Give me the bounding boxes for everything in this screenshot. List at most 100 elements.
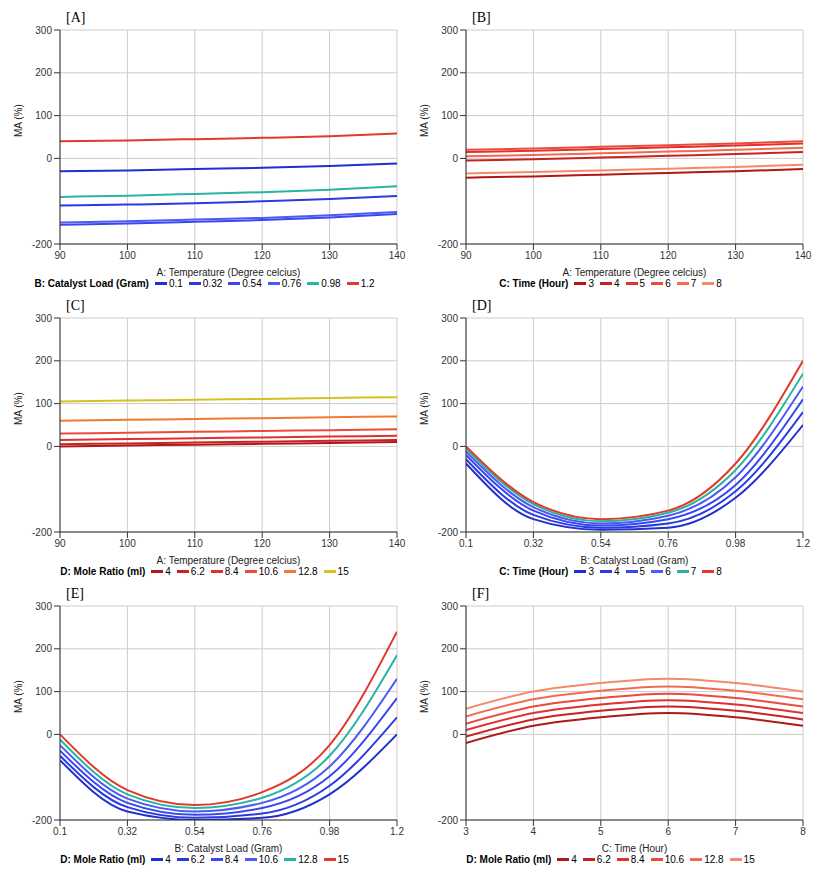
svg-text:0: 0: [46, 441, 52, 452]
svg-text:-200: -200: [32, 239, 52, 250]
svg-text:0.98: 0.98: [726, 538, 746, 549]
html-text:[E]: [E]: [66, 586, 84, 601]
svg-text:120: 120: [254, 250, 271, 261]
svg-text:110: 110: [593, 250, 609, 261]
svg-text:3: 3: [463, 826, 469, 837]
svg-text:140: 140: [389, 538, 406, 549]
svg-text:-200: -200: [438, 239, 458, 250]
html-text:10.6: 10.6: [258, 566, 279, 577]
svg-text:0.54: 0.54: [591, 538, 611, 549]
svg-text:-200: -200: [32, 527, 52, 538]
svg-text:MA (%): MA (%): [13, 392, 24, 425]
html-text:1.2: 1.2: [360, 278, 375, 289]
svg-text:300: 300: [35, 25, 52, 36]
svg-text:120: 120: [660, 250, 677, 261]
svg-text:100: 100: [441, 686, 458, 697]
svg-text:A: Temperature (Degree celcius: A: Temperature (Degree celcius): [563, 267, 707, 278]
svg-text:200: 200: [441, 67, 458, 78]
html-text:D: Mole Ratio (ml): D: Mole Ratio (ml): [60, 566, 146, 577]
html-text:12.8: 12.8: [298, 566, 318, 577]
svg-text:140: 140: [389, 250, 406, 261]
svg-text:0: 0: [46, 153, 52, 164]
svg-text:130: 130: [727, 250, 744, 261]
svg-text:200: 200: [441, 643, 458, 654]
html-text:6.2: 6.2: [190, 566, 205, 577]
svg-text:-200: -200: [438, 527, 458, 538]
svg-text:7: 7: [733, 826, 739, 837]
svg-text:MA (%): MA (%): [419, 392, 430, 425]
svg-text:B: Catalyst Load (Gram): B: Catalyst Load (Gram): [581, 555, 689, 566]
svg-text:6: 6: [665, 826, 671, 837]
html-text:0.54: 0.54: [242, 278, 262, 289]
svg-text:MA (%): MA (%): [13, 680, 24, 713]
html-text:0.76: 0.76: [281, 278, 302, 289]
svg-text:1.2: 1.2: [390, 826, 404, 837]
html-text:C: Time (Hour): C: Time (Hour): [499, 566, 569, 577]
svg-text:0.54: 0.54: [185, 826, 205, 837]
svg-text:120: 120: [254, 538, 271, 549]
svg-text:200: 200: [441, 355, 458, 366]
html-text:[A]: [A]: [66, 10, 86, 25]
html-text:B: Catalyst Load (Gram): B: Catalyst Load (Gram): [34, 278, 149, 289]
svg-text:100: 100: [441, 110, 458, 121]
svg-text:200: 200: [35, 355, 52, 366]
svg-text:0: 0: [452, 729, 458, 740]
svg-text:0.98: 0.98: [320, 826, 340, 837]
svg-text:100: 100: [35, 110, 52, 121]
svg-text:90: 90: [460, 250, 472, 261]
svg-text:90: 90: [54, 250, 66, 261]
svg-text:MA (%): MA (%): [419, 680, 430, 713]
html-text:0.1: 0.1: [168, 278, 183, 289]
svg-text:0.32: 0.32: [118, 826, 138, 837]
svg-text:300: 300: [441, 313, 458, 324]
svg-text:B: Catalyst Load (Gram): B: Catalyst Load (Gram): [175, 843, 283, 854]
html-text:8.4: 8.4: [224, 566, 239, 577]
svg-text:110: 110: [187, 538, 203, 549]
svg-text:300: 300: [441, 25, 458, 36]
svg-text:100: 100: [119, 250, 136, 261]
svg-text:0: 0: [452, 153, 458, 164]
svg-text:MA (%): MA (%): [13, 104, 24, 137]
html-text:[F]: [F]: [472, 586, 490, 601]
svg-text:MA (%): MA (%): [419, 104, 430, 137]
svg-text:130: 130: [321, 538, 338, 549]
svg-text:200: 200: [35, 67, 52, 78]
svg-text:A: Temperature (Degree celcius: A: Temperature (Degree celcius): [157, 267, 301, 278]
svg-text:0.76: 0.76: [658, 538, 678, 549]
svg-text:0: 0: [46, 729, 52, 740]
svg-text:90: 90: [54, 538, 66, 549]
svg-text:4: 4: [531, 826, 537, 837]
svg-text:8: 8: [800, 826, 806, 837]
html-text:[C]: [C]: [66, 298, 85, 313]
svg-text:110: 110: [187, 250, 203, 261]
svg-text:300: 300: [35, 601, 52, 612]
svg-text:100: 100: [35, 686, 52, 697]
svg-text:1.2: 1.2: [796, 538, 810, 549]
svg-text:140: 140: [795, 250, 812, 261]
html-text:0.32: 0.32: [202, 278, 223, 289]
svg-text:300: 300: [441, 601, 458, 612]
svg-text:0.1: 0.1: [459, 538, 473, 549]
svg-text:0: 0: [452, 441, 458, 452]
svg-text:300: 300: [35, 313, 52, 324]
html-text:0.98: 0.98: [321, 278, 341, 289]
svg-text:0.32: 0.32: [524, 538, 544, 549]
svg-text:-200: -200: [32, 815, 52, 826]
html-text:[D]: [D]: [472, 298, 492, 313]
html-text:C: Time (Hour): C: Time (Hour): [499, 278, 569, 289]
svg-text:A: Temperature (Degree celcius: A: Temperature (Degree celcius): [157, 555, 301, 566]
svg-text:100: 100: [525, 250, 542, 261]
html-text:D: Mole Ratio (ml): D: Mole Ratio (ml): [60, 854, 146, 865]
svg-text:100: 100: [35, 398, 52, 409]
html-text:[B]: [B]: [472, 10, 491, 25]
svg-text:100: 100: [441, 398, 458, 409]
svg-text:0.1: 0.1: [53, 826, 67, 837]
svg-text:0.76: 0.76: [252, 826, 272, 837]
svg-text:200: 200: [35, 643, 52, 654]
svg-text:C: Time (Hour): C: Time (Hour): [602, 843, 668, 854]
svg-text:5: 5: [598, 826, 604, 837]
svg-text:130: 130: [321, 250, 338, 261]
svg-text:100: 100: [119, 538, 136, 549]
svg-text:-200: -200: [438, 815, 458, 826]
html-text:15: 15: [337, 566, 349, 577]
